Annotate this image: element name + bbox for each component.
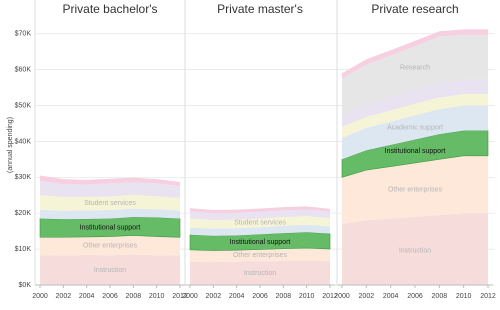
x-tick-label: 2000 — [32, 293, 48, 300]
x-tick-label: 2012 — [480, 293, 496, 300]
area — [39, 216, 181, 238]
x-tick-label: 2006 — [102, 293, 118, 300]
area — [40, 208, 180, 220]
area — [342, 29, 488, 79]
area — [342, 105, 488, 160]
area — [342, 155, 488, 224]
x-tick-label: 2010 — [149, 293, 165, 300]
x-tick-label: 2004 — [229, 293, 245, 300]
area-label: Other enterprises — [388, 187, 443, 194]
area — [342, 34, 488, 115]
area — [40, 254, 180, 285]
x-tick-label: 2010 — [456, 293, 472, 300]
x-tick-label: 2008 — [432, 293, 448, 300]
x-tick-label: 2012 — [322, 293, 338, 300]
x-tick-label: 2002 — [359, 293, 375, 300]
area — [40, 235, 180, 256]
area — [189, 231, 331, 251]
area — [40, 180, 180, 198]
y-tick-label: $0K — [19, 282, 32, 289]
x-tick-label: 2000 — [182, 293, 198, 300]
x-tick-label: 2006 — [407, 293, 423, 300]
area — [40, 175, 180, 186]
area — [190, 206, 330, 214]
x-tick-label: 2012 — [172, 293, 188, 300]
area — [342, 94, 488, 138]
y-tick-label: $50K — [15, 102, 32, 109]
area — [190, 216, 330, 229]
panel-title: Private research — [371, 2, 458, 16]
area — [190, 209, 330, 221]
x-tick-label: 2008 — [276, 293, 292, 300]
y-tick-label: $60K — [15, 66, 32, 73]
area-label: Student services — [234, 220, 286, 227]
x-tick-label: 2000 — [334, 293, 350, 300]
area — [190, 248, 330, 263]
x-tick-label: 2008 — [126, 293, 142, 300]
x-tick-label: 2002 — [206, 293, 222, 300]
area-label: Other enterprises — [233, 252, 288, 259]
x-tick-label: 2004 — [383, 293, 399, 300]
area-label: Research — [400, 65, 430, 72]
area-label: Instruction — [244, 270, 276, 277]
area-label: Academic support — [387, 124, 443, 131]
area-label: Other enterprises — [83, 243, 138, 250]
y-tick-label: $10K — [15, 246, 32, 253]
area — [40, 194, 180, 211]
panel-title: Private master's — [217, 2, 303, 16]
area-label: Instruction — [399, 248, 431, 255]
y-tick-label: $20K — [15, 210, 32, 217]
panel-title: Private bachelor's — [62, 2, 157, 16]
x-tick-label: 2004 — [79, 293, 95, 300]
area — [190, 224, 330, 236]
area-label: Institutional support — [80, 224, 141, 231]
y-tick-label: $70K — [15, 31, 32, 38]
area-label: Institutional support — [230, 239, 291, 246]
area — [342, 213, 488, 285]
y-axis-label: (annual spending) — [7, 117, 14, 173]
area-label: Institutional support — [385, 148, 446, 155]
area — [342, 79, 488, 128]
x-tick-label: 2010 — [299, 293, 315, 300]
x-tick-label: 2002 — [56, 293, 72, 300]
y-tick-label: $30K — [15, 174, 32, 181]
y-tick-label: $40K — [15, 138, 32, 145]
x-tick-label: 2006 — [252, 293, 268, 300]
area-label: Instruction — [94, 267, 126, 274]
area — [190, 260, 330, 285]
area-label: Student services — [84, 200, 136, 207]
